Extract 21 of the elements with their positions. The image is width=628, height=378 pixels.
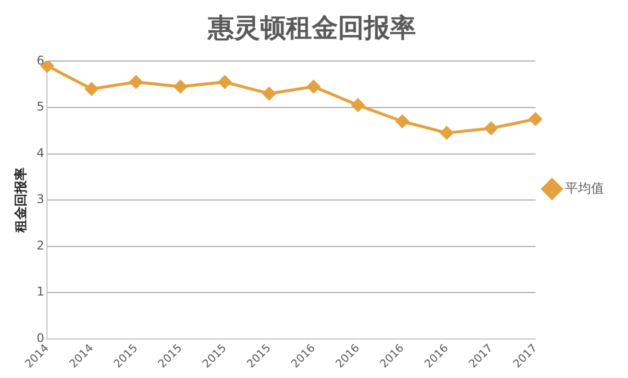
- point: [174, 80, 187, 94]
- y-tick-label: 1: [36, 284, 44, 299]
- y-tick-label: 5: [36, 100, 44, 114]
- point: [484, 122, 498, 135]
- point: [529, 112, 542, 126]
- y-tick-label: 4: [36, 146, 44, 160]
- y-tick-label: 2: [36, 238, 44, 252]
- point: [218, 76, 232, 89]
- point: [351, 98, 364, 112]
- legend-label: 平均值: [565, 181, 604, 196]
- y-tick-label: 0: [36, 330, 44, 345]
- point: [307, 80, 320, 94]
- y-tick-label: 3: [36, 192, 44, 206]
- point: [396, 114, 409, 128]
- point: [85, 82, 98, 96]
- y-tick-label: 6: [36, 53, 44, 68]
- y-axis-title: 租金回报率: [13, 168, 30, 234]
- point: [262, 87, 276, 100]
- point: [130, 76, 143, 89]
- chart-title: 惠灵顿租金回报率: [207, 13, 416, 44]
- point: [440, 126, 454, 140]
